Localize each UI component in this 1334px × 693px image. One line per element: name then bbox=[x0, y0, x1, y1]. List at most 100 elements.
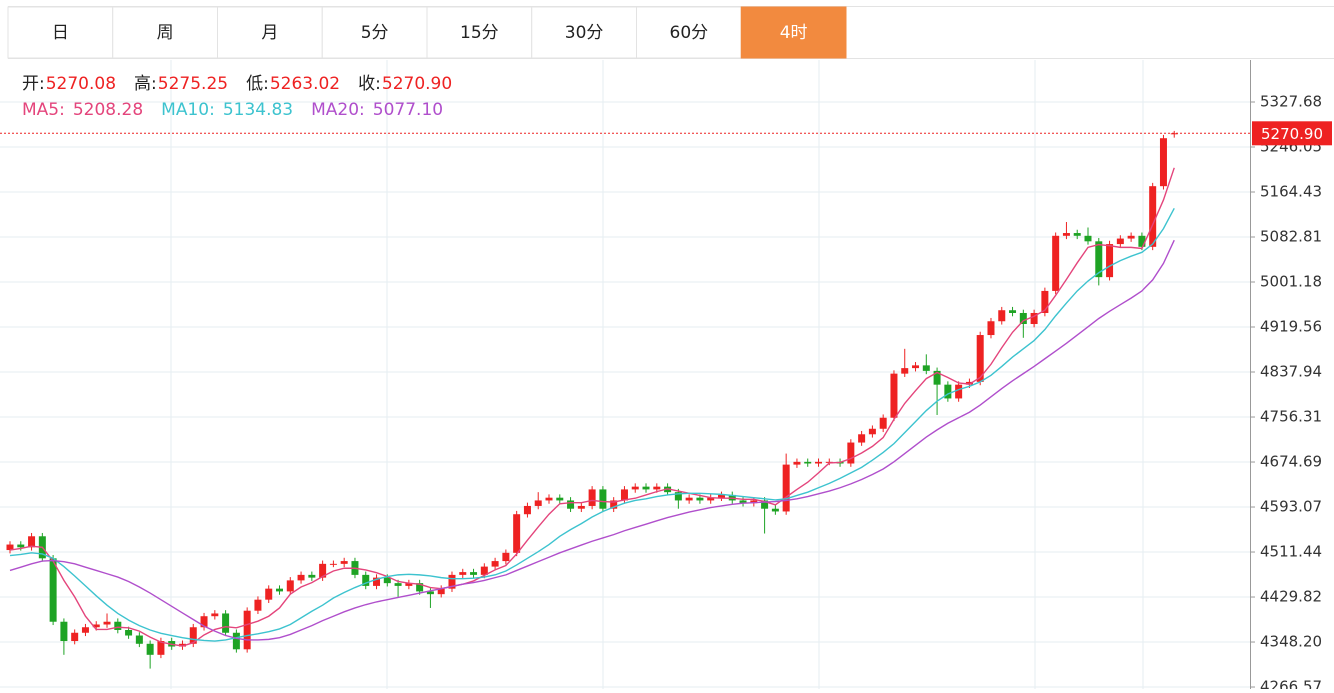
tab[interactable] bbox=[531, 6, 637, 59]
candle-body bbox=[340, 561, 348, 564]
candle-body bbox=[329, 563, 337, 565]
candle-body bbox=[92, 624, 100, 628]
candle-body bbox=[1138, 235, 1146, 247]
candle-body bbox=[955, 384, 963, 399]
candle-body bbox=[437, 588, 445, 595]
tab[interactable] bbox=[217, 6, 323, 59]
candle-body bbox=[620, 489, 628, 501]
candle-body bbox=[243, 610, 251, 650]
candle-body bbox=[319, 563, 327, 578]
candle-body bbox=[405, 583, 413, 586]
candle-body bbox=[642, 486, 650, 490]
candle-body bbox=[944, 384, 952, 399]
y-tick-label: 4593.07 bbox=[1260, 498, 1322, 516]
candle-body bbox=[631, 486, 639, 490]
candle-body bbox=[1009, 310, 1017, 313]
candle-body bbox=[125, 630, 133, 636]
candle-body bbox=[771, 508, 779, 512]
candle-body bbox=[858, 434, 866, 443]
candle-body bbox=[599, 489, 607, 509]
candle-body bbox=[276, 588, 283, 592]
candle-body bbox=[502, 552, 510, 562]
candle-body bbox=[965, 381, 973, 385]
candle-body bbox=[912, 365, 920, 369]
tab-label[interactable]: 日 bbox=[52, 23, 69, 43]
legend-value: 5208.28 bbox=[73, 100, 143, 120]
candle-body bbox=[976, 335, 984, 382]
tab-label[interactable]: 月 bbox=[261, 23, 278, 43]
candle-body bbox=[879, 417, 887, 429]
candle-body bbox=[1149, 186, 1157, 247]
candle-body bbox=[1106, 244, 1114, 278]
tab-label[interactable]: 30分 bbox=[565, 23, 604, 43]
candle-body bbox=[815, 461, 822, 464]
candle-body bbox=[556, 497, 564, 501]
y-tick-label: 5164.43 bbox=[1260, 183, 1322, 201]
tab-label[interactable]: 60分 bbox=[670, 23, 709, 43]
candle-body bbox=[362, 574, 370, 586]
quote-value: 5263.02 bbox=[270, 74, 340, 94]
tab-label[interactable]: 15分 bbox=[460, 23, 499, 43]
tab[interactable] bbox=[740, 6, 847, 59]
quote-label: 高: bbox=[134, 74, 157, 94]
candle-body bbox=[308, 574, 316, 578]
quote-value: 5270.08 bbox=[46, 74, 116, 94]
legend-name: MA10: bbox=[161, 100, 215, 120]
y-tick-label: 4511.44 bbox=[1260, 543, 1322, 561]
candle-body bbox=[114, 621, 122, 631]
candle-body bbox=[847, 442, 855, 464]
candle-body bbox=[739, 500, 747, 504]
candle-body bbox=[1170, 133, 1178, 135]
y-tick-label: 5001.18 bbox=[1260, 273, 1322, 291]
legend-name: MA20: bbox=[311, 100, 365, 120]
candle-body bbox=[761, 500, 769, 509]
candle-body bbox=[222, 613, 230, 633]
tab[interactable] bbox=[426, 6, 533, 59]
candle-body bbox=[254, 599, 262, 611]
vertical-grid bbox=[170, 60, 1144, 689]
quote-value: 5275.25 bbox=[158, 74, 228, 94]
candle-body bbox=[146, 643, 154, 655]
tab-label[interactable]: 4时 bbox=[780, 23, 808, 43]
candle-body bbox=[523, 505, 531, 515]
candle-body bbox=[448, 574, 456, 589]
candle-body bbox=[1095, 241, 1103, 278]
candle-body bbox=[933, 370, 941, 385]
candle-body bbox=[793, 461, 801, 465]
candle-body bbox=[480, 566, 488, 575]
candle-body bbox=[426, 591, 434, 595]
candle-body bbox=[373, 577, 381, 586]
y-tick-label: 4348.20 bbox=[1260, 633, 1322, 651]
candle-body bbox=[890, 373, 898, 418]
candle-body bbox=[707, 497, 715, 501]
y-tick-label: 5327.68 bbox=[1260, 93, 1322, 111]
candle-body bbox=[200, 616, 208, 628]
candle-body bbox=[696, 497, 704, 501]
candle-body bbox=[60, 621, 68, 642]
candle-body bbox=[28, 536, 36, 548]
candle-body bbox=[717, 494, 725, 498]
candle-body bbox=[610, 500, 618, 509]
candle-body bbox=[567, 500, 575, 509]
y-tick-label: 4266.57 bbox=[1260, 678, 1322, 689]
candle-body bbox=[674, 492, 682, 501]
candle-body bbox=[470, 572, 478, 575]
tab[interactable] bbox=[112, 6, 218, 59]
candle-body bbox=[17, 544, 25, 548]
quote-label: 开: bbox=[22, 74, 45, 94]
candle-body bbox=[998, 310, 1006, 322]
candle-body bbox=[1159, 138, 1167, 187]
candle-body bbox=[1030, 312, 1038, 325]
candle-body bbox=[6, 544, 14, 551]
tab[interactable] bbox=[636, 6, 742, 59]
candle-body bbox=[81, 627, 89, 633]
ma-line bbox=[9, 239, 1175, 641]
tab-label[interactable]: 周 bbox=[157, 23, 174, 43]
quote-value: 5270.90 bbox=[382, 74, 452, 94]
y-tick-label: 4919.56 bbox=[1260, 318, 1322, 336]
candle-body bbox=[383, 577, 391, 584]
price-tag bbox=[1252, 121, 1332, 146]
tab[interactable] bbox=[321, 6, 428, 59]
tab-label[interactable]: 5分 bbox=[361, 23, 389, 43]
legend-value: 5134.83 bbox=[223, 100, 293, 120]
